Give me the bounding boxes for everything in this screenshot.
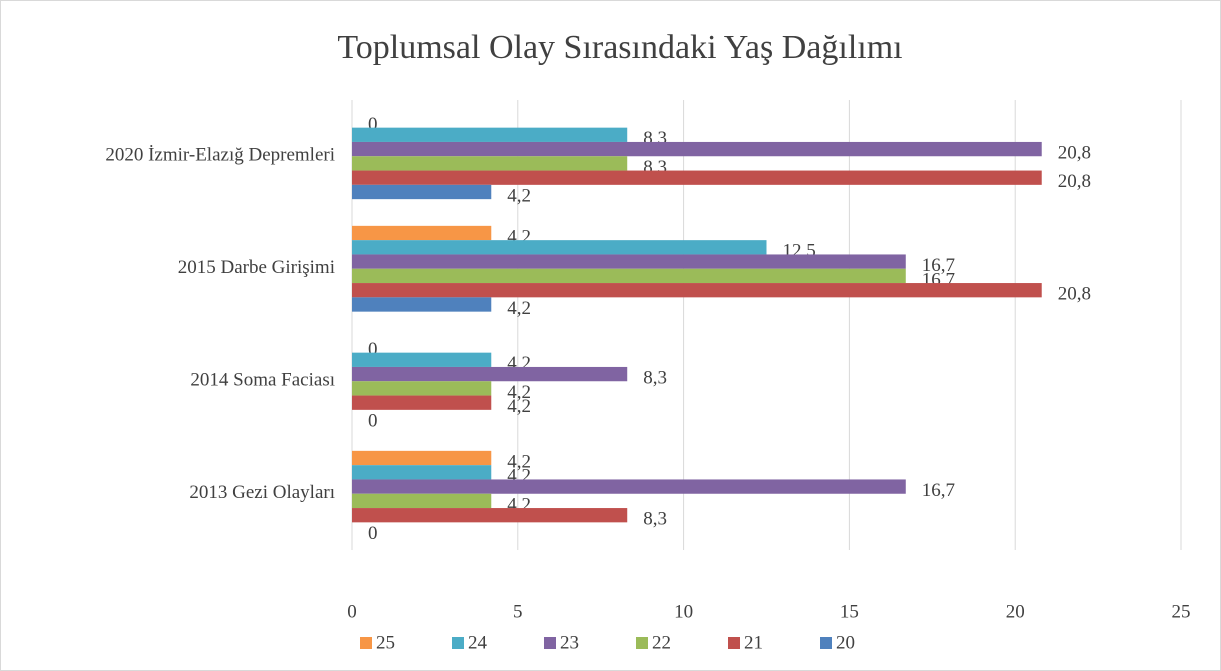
bar <box>352 141 1042 157</box>
bar <box>352 479 906 494</box>
data-label: 4,2 <box>507 451 531 472</box>
data-label: 0 <box>368 410 378 431</box>
bar <box>352 493 492 509</box>
legend-label: 24 <box>468 632 488 653</box>
bar <box>352 170 1042 185</box>
data-label: 16,7 <box>922 255 955 276</box>
bar <box>352 297 492 312</box>
legend-swatch <box>636 637 648 649</box>
bar <box>352 184 492 200</box>
y-tick-label: 2015 Darbe Girişimi <box>178 257 335 278</box>
data-label: 20,8 <box>1058 284 1091 305</box>
bar <box>352 352 492 367</box>
legend-label: 25 <box>376 632 395 653</box>
bar <box>352 156 628 171</box>
bar <box>352 450 492 466</box>
bar <box>352 127 628 142</box>
legend-swatch <box>452 637 464 649</box>
data-label: 0 <box>368 114 378 135</box>
data-label: 20,8 <box>1058 142 1091 163</box>
data-label: 16,7 <box>922 480 955 501</box>
legend-swatch <box>360 637 372 649</box>
bar <box>352 268 906 284</box>
bar <box>352 395 492 410</box>
data-label: 4,2 <box>507 382 531 403</box>
data-label: 20,8 <box>1058 171 1091 192</box>
bar <box>352 381 492 396</box>
x-tick-label: 0 <box>347 601 357 622</box>
legend-label: 22 <box>652 632 671 653</box>
legend-label: 23 <box>560 632 579 653</box>
x-tick-label: 20 <box>1006 601 1025 622</box>
data-label: 4,2 <box>507 185 531 206</box>
legend-label: 21 <box>744 632 763 653</box>
data-label: 0 <box>368 339 378 360</box>
legend-swatch <box>544 637 556 649</box>
data-label: 0 <box>368 523 378 544</box>
chart-title: Toplumsal Olay Sırasındaki Yaş Dağılımı <box>337 29 902 66</box>
bar <box>352 366 628 382</box>
y-tick-label: 2014 Soma Faciası <box>190 370 335 391</box>
x-tick-label: 25 <box>1172 601 1191 622</box>
bar <box>352 283 1042 298</box>
bar <box>352 240 767 255</box>
legend-swatch <box>820 637 832 649</box>
bar <box>352 465 492 480</box>
x-tick-label: 10 <box>674 601 693 622</box>
y-tick-label: 2013 Gezi Olayları <box>189 482 335 503</box>
legend-swatch <box>728 637 740 649</box>
data-label: 8,3 <box>643 367 667 388</box>
y-tick-label: 2020 İzmir-Elazığ Depremleri <box>105 145 335 166</box>
bar <box>352 225 492 241</box>
x-tick-label: 5 <box>513 601 523 622</box>
legend-label: 20 <box>836 632 855 653</box>
data-label: 4,2 <box>507 396 531 417</box>
data-label: 4,2 <box>507 298 531 319</box>
bar <box>352 508 628 523</box>
bar <box>352 254 906 269</box>
data-label: 8,3 <box>643 509 667 530</box>
x-tick-label: 15 <box>840 601 859 622</box>
